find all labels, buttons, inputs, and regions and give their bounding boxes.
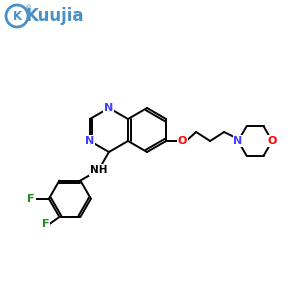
- Text: K: K: [12, 10, 22, 22]
- Text: N: N: [233, 136, 243, 146]
- Text: N: N: [85, 136, 94, 146]
- Text: O: O: [267, 136, 277, 146]
- Text: NH: NH: [90, 165, 107, 175]
- Text: O: O: [177, 136, 187, 146]
- Text: F: F: [27, 194, 34, 204]
- Text: Kuujia: Kuujia: [26, 7, 84, 25]
- Text: F: F: [42, 219, 49, 229]
- Text: ®: ®: [26, 5, 33, 11]
- Text: N: N: [104, 103, 114, 113]
